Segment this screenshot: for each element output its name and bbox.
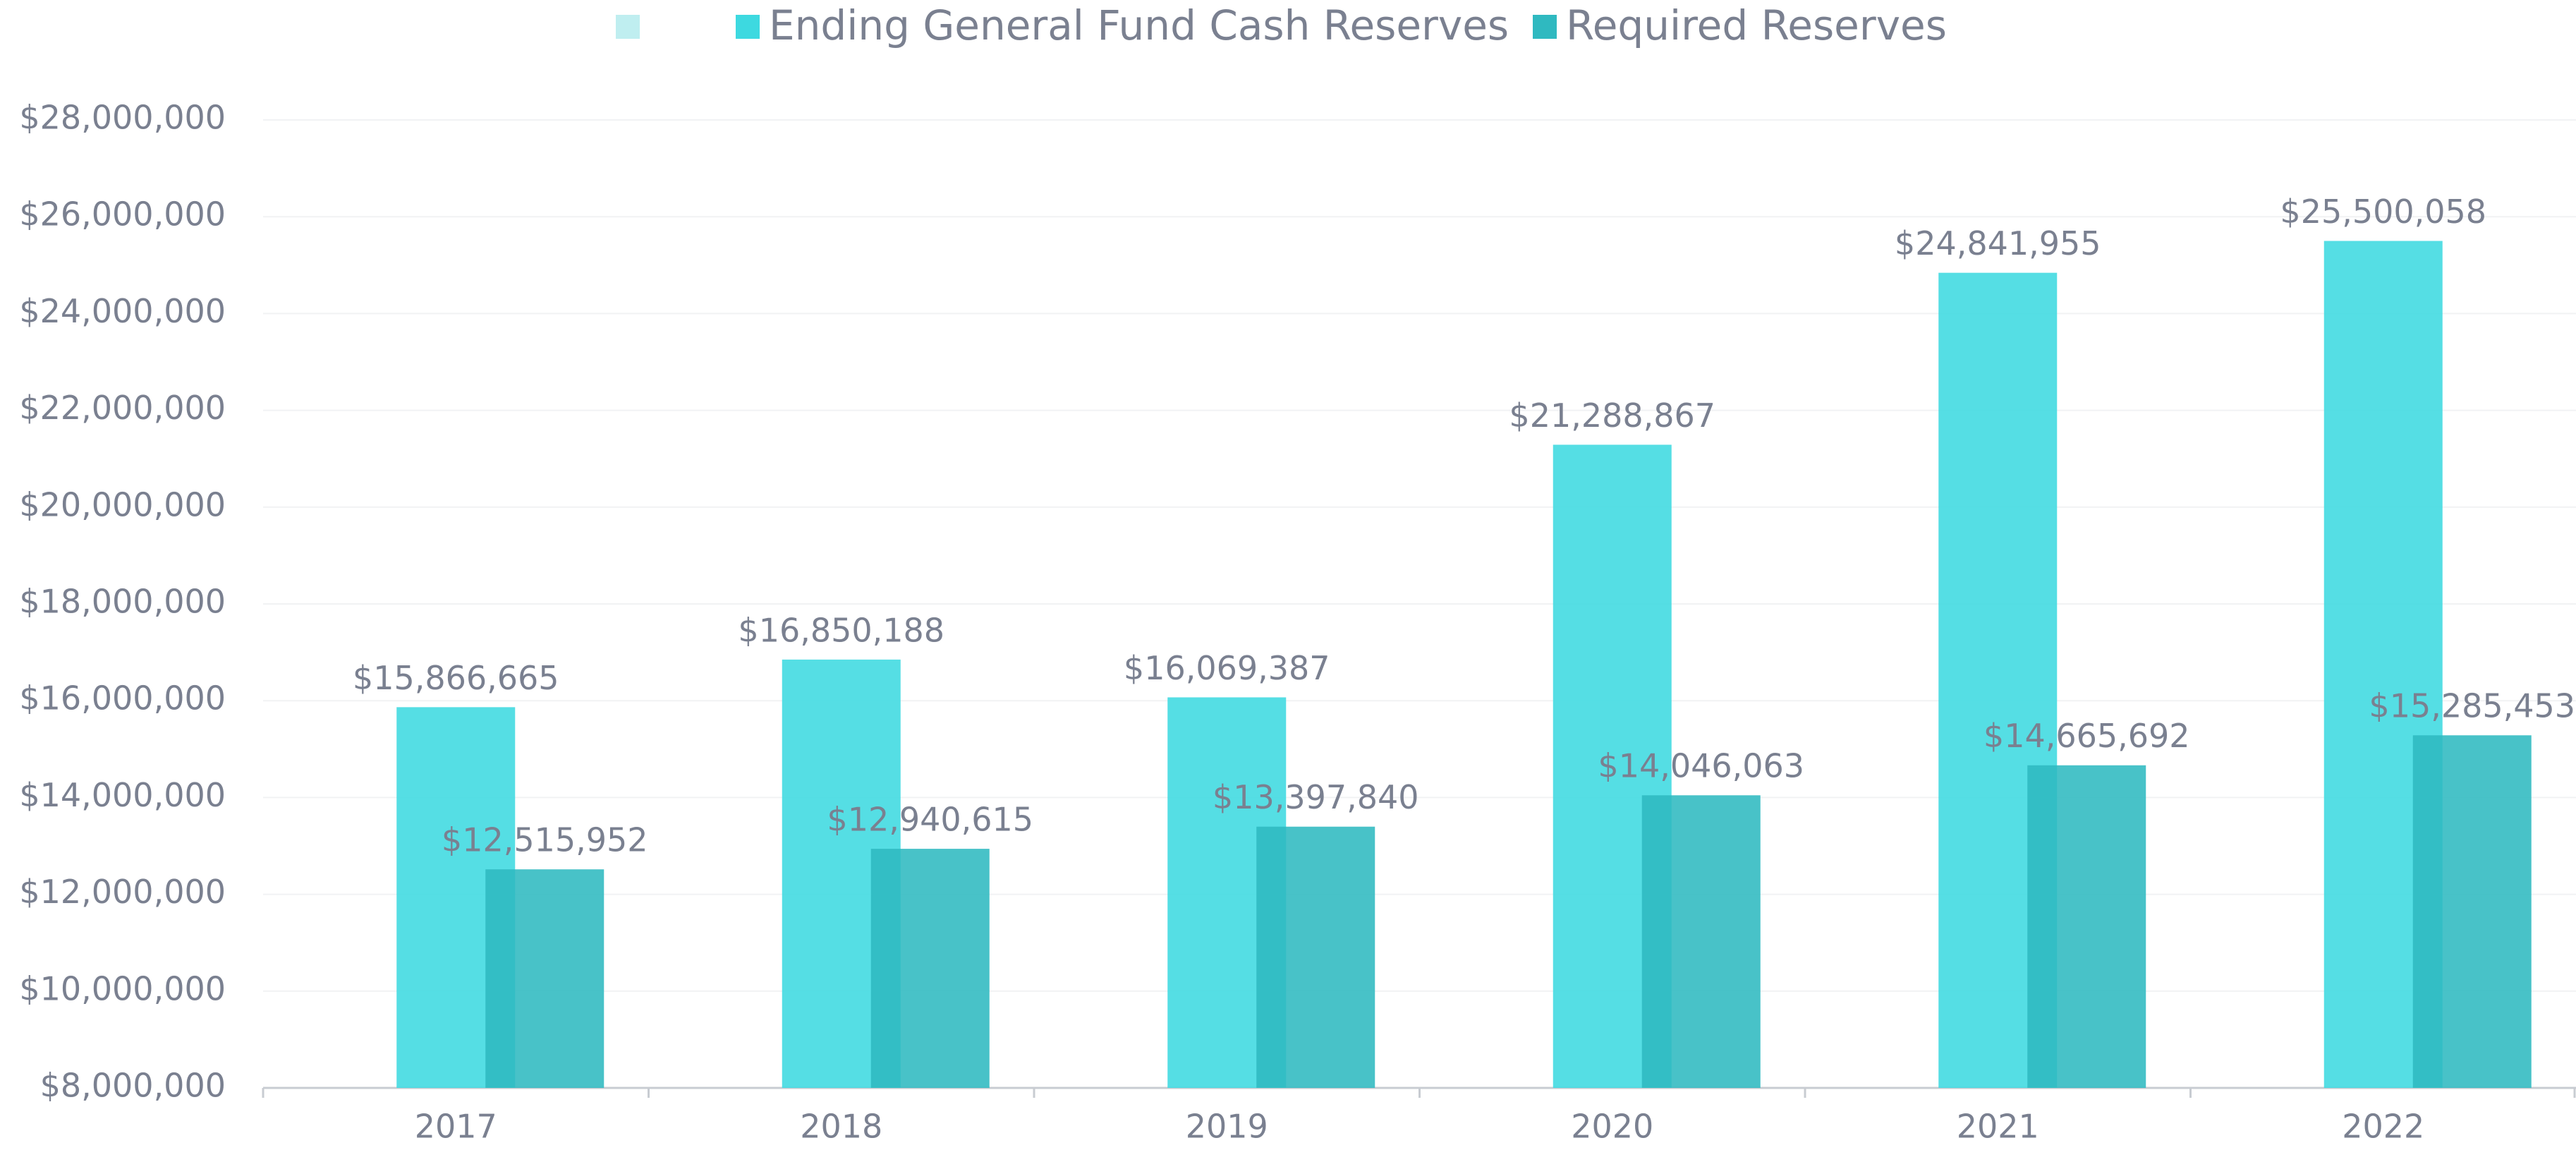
- y-tick-label: $24,000,000: [19, 292, 226, 330]
- bar: [485, 869, 604, 1088]
- y-tick-label: $12,000,000: [19, 873, 226, 911]
- y-tick-label: $18,000,000: [19, 583, 226, 621]
- bar: [1641, 795, 1761, 1088]
- value-label: $14,665,692: [1983, 717, 2190, 755]
- value-label: $14,046,063: [1598, 747, 1804, 785]
- value-label: $21,288,867: [1509, 397, 1715, 435]
- value-label: $16,069,387: [1124, 649, 1330, 687]
- value-label: $16,850,188: [738, 611, 944, 649]
- y-tick-label: $8,000,000: [40, 1067, 226, 1105]
- y-tick-label: $10,000,000: [19, 969, 226, 1007]
- x-tick-label: 2021: [1957, 1108, 2039, 1146]
- bar: [2412, 735, 2532, 1088]
- bar: [870, 849, 990, 1088]
- x-tick-label: 2022: [2342, 1108, 2424, 1146]
- x-tick-label: 2018: [800, 1108, 882, 1146]
- x-tick-label: 2020: [1571, 1108, 1653, 1146]
- x-tick-label: 2019: [1186, 1108, 1268, 1146]
- legend-label: Required Reserves: [1566, 1, 1947, 49]
- value-label: $13,397,840: [1213, 778, 1419, 816]
- y-tick-label: $22,000,000: [19, 389, 226, 427]
- legend-swatch: [1533, 15, 1557, 39]
- value-label: $25,500,058: [2280, 193, 2486, 231]
- value-label: $15,866,665: [353, 659, 559, 697]
- value-label: $24,841,955: [1895, 224, 2101, 262]
- y-tick-label: $14,000,000: [19, 776, 226, 814]
- y-tick-label: $16,000,000: [19, 679, 226, 718]
- value-label: $12,515,952: [442, 821, 648, 859]
- bar: [2027, 765, 2146, 1088]
- legend-swatch: [736, 15, 760, 39]
- y-tick-label: $26,000,000: [19, 195, 226, 234]
- bar: [1256, 826, 1375, 1088]
- value-label: $12,940,615: [827, 801, 1033, 839]
- y-tick-label: $28,000,000: [19, 99, 226, 137]
- y-tick-label: $20,000,000: [19, 485, 226, 523]
- legend-swatch: [616, 15, 640, 39]
- value-label: $15,285,453: [2369, 687, 2575, 725]
- legend-label: Ending General Fund Cash Reserves: [769, 1, 1509, 49]
- x-tick-label: 2017: [415, 1108, 497, 1146]
